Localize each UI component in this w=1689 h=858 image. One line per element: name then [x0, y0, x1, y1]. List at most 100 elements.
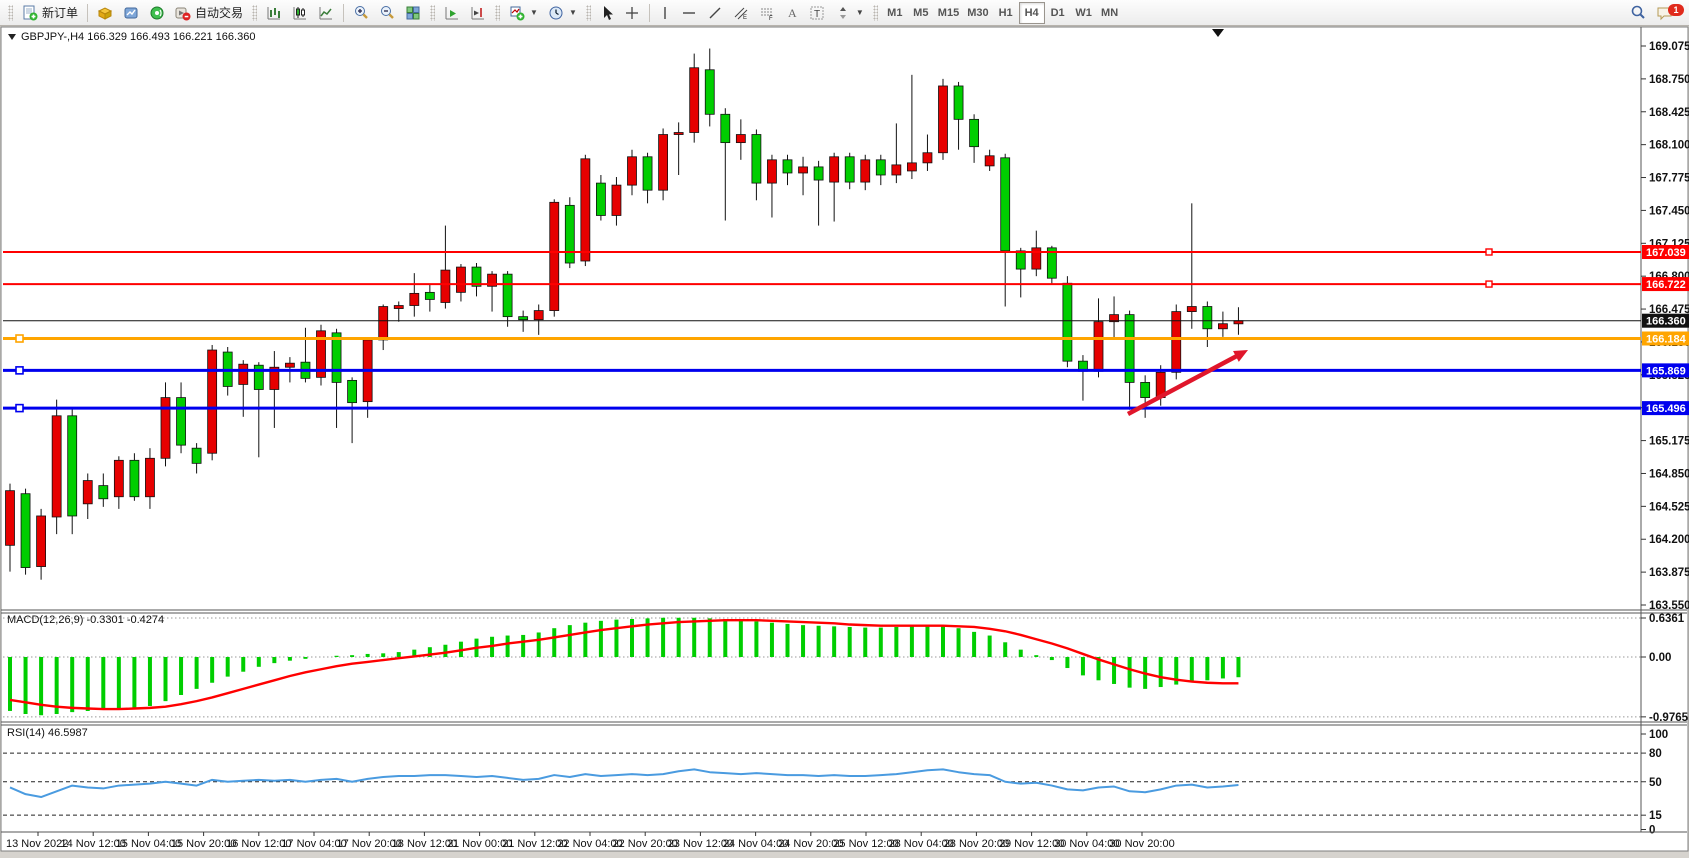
macd-tick-label: -0.9765 — [1649, 712, 1689, 724]
symbol-dropdown-icon[interactable] — [8, 34, 16, 40]
candle — [1171, 311, 1182, 373]
vertical-line-tool-button[interactable] — [654, 2, 676, 24]
horizontal-line-icon — [682, 11, 695, 14]
search-button[interactable] — [1625, 2, 1651, 24]
fibonacci-tool-button[interactable]: F — [754, 2, 780, 24]
notifications-button[interactable]: 1 — [1651, 2, 1684, 24]
tile-windows-button[interactable] — [400, 2, 426, 24]
chart-symbol-ohlc-label: GBPJPY-,H4 166.329 166.493 166.221 166.3… — [8, 31, 255, 43]
line-handle[interactable] — [1485, 248, 1493, 256]
cursor-tool-button[interactable] — [595, 2, 619, 24]
text-label-tool-button[interactable]: T — [804, 2, 830, 24]
candle — [393, 305, 404, 309]
candle — [580, 158, 591, 262]
price-tick-label: 164.525 — [1649, 501, 1689, 513]
equidistant-channel-icon: E — [734, 7, 748, 21]
new-order-button[interactable]: 新订单 — [17, 2, 83, 24]
trend-arrow[interactable] — [1126, 352, 1241, 416]
chevron-down-icon: ▼ — [855, 8, 864, 17]
candle — [922, 152, 933, 164]
gold-box-icon — [97, 6, 113, 20]
timeframe-button-w1[interactable]: W1 — [1071, 2, 1097, 24]
time-tick-label: 21 Nov 12:00 — [502, 838, 567, 850]
timeframe-button-m15[interactable]: M15 — [934, 2, 963, 24]
connection-button[interactable] — [144, 2, 170, 24]
auto-scroll-button[interactable] — [439, 2, 465, 24]
candle — [1218, 323, 1228, 330]
candle — [533, 310, 544, 321]
timeframe-button-h1[interactable]: H1 — [993, 2, 1019, 24]
price-tick-label: 163.875 — [1649, 567, 1689, 579]
periods-button[interactable]: ▼ — [543, 2, 582, 24]
line-handle[interactable] — [15, 334, 24, 343]
candle — [284, 362, 295, 368]
candle — [145, 457, 155, 498]
toolbar-grip[interactable] — [8, 4, 13, 21]
chart-shift-button[interactable] — [465, 2, 491, 24]
time-tick-label: 24 Nov 04:00 — [723, 838, 788, 850]
price-tick-label: 168.100 — [1649, 140, 1689, 152]
candle — [642, 156, 653, 191]
candle — [735, 134, 746, 144]
text-tool-button[interactable]: A — [780, 2, 804, 24]
candle — [1140, 382, 1151, 398]
trend-arrow-head[interactable] — [1233, 350, 1248, 362]
toolbar-grip[interactable] — [585, 4, 591, 21]
timeframe-button-d1[interactable]: D1 — [1045, 2, 1071, 24]
trendline-tool-button[interactable] — [702, 2, 728, 24]
timeframe-button-m5[interactable]: M5 — [908, 2, 934, 24]
rsi-tick-label: 80 — [1649, 748, 1662, 760]
rsi-indicator-label: RSI(14) 46.5987 — [7, 727, 88, 739]
candle — [424, 291, 435, 300]
market-watch-button[interactable] — [92, 2, 118, 24]
candle — [549, 201, 560, 311]
candle — [1046, 247, 1057, 279]
toolbar-grip[interactable] — [495, 4, 501, 21]
toolbar-grip[interactable] — [430, 4, 436, 21]
zoom-in-button[interactable] — [348, 2, 374, 24]
candle — [875, 159, 886, 176]
candle — [704, 69, 715, 115]
line-handle[interactable] — [15, 403, 24, 413]
line-handle[interactable] — [1485, 280, 1493, 288]
bar-chart-mode-button[interactable] — [261, 2, 287, 24]
price-tag — [1642, 244, 1689, 259]
price-tag-label: 165.869 — [1646, 365, 1686, 377]
equidistant-channel-tool-button[interactable]: E — [728, 2, 754, 24]
timeframe-button-m30[interactable]: M30 — [963, 2, 992, 24]
timeframe-button-mn[interactable]: MN — [1097, 2, 1123, 24]
price-tag — [1642, 401, 1689, 416]
price-tag-label: 166.184 — [1646, 334, 1687, 346]
line-chart-mode-button[interactable] — [313, 2, 339, 24]
data-window-button[interactable] — [118, 2, 144, 24]
candle — [98, 485, 109, 500]
candle — [984, 155, 995, 167]
signal-icon — [150, 6, 164, 19]
candle — [253, 364, 264, 390]
time-tick-label: 30 Nov 04:00 — [1054, 838, 1119, 850]
horizontal-line-tool-button[interactable] — [676, 2, 702, 24]
price-tag-label: 167.039 — [1646, 247, 1686, 259]
arrows-tool-button[interactable]: ▼ — [830, 2, 869, 24]
chart-end-marker — [1212, 29, 1224, 37]
candle — [502, 273, 513, 318]
time-tick-label: 18 Nov 12:00 — [392, 838, 457, 850]
toolbar-grip[interactable] — [252, 4, 258, 21]
indicators-button[interactable]: ▼ — [504, 2, 543, 24]
candlestick-mode-button[interactable] — [287, 2, 313, 24]
zoom-out-icon — [381, 5, 394, 19]
candle — [611, 184, 622, 216]
toolbar-grip[interactable] — [872, 4, 878, 21]
indicators-icon — [510, 6, 525, 20]
candle — [1124, 314, 1135, 383]
crosshair-tool-button[interactable] — [619, 2, 645, 24]
candle — [907, 162, 917, 172]
line-handle[interactable] — [15, 366, 24, 375]
timeframe-button-h4[interactable]: H4 — [1018, 1, 1045, 24]
candle — [518, 316, 529, 321]
timeframe-button-m1[interactable]: M1 — [882, 2, 908, 24]
zoom-out-button[interactable] — [374, 2, 400, 24]
auto-trading-button[interactable]: 自动交易 — [170, 2, 248, 24]
candle — [767, 159, 777, 184]
